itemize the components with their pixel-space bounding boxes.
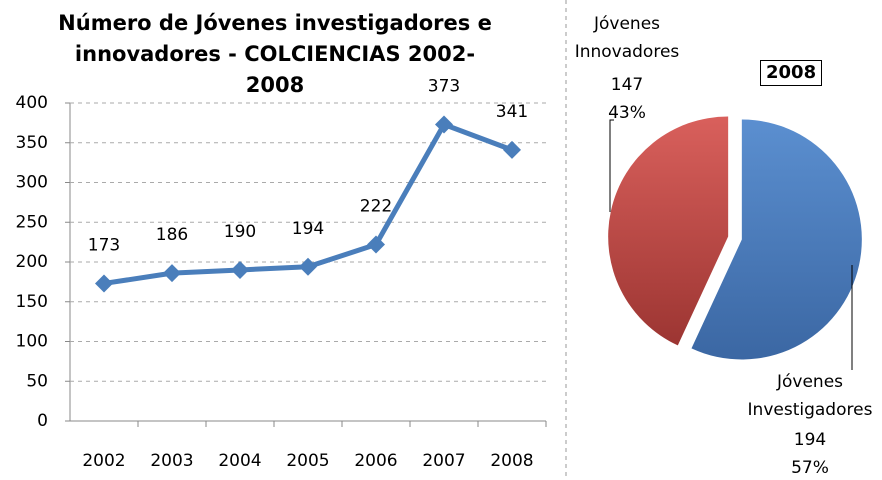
x-tick-label: 2002 <box>82 451 125 471</box>
marker <box>231 260 249 279</box>
marker <box>367 235 385 254</box>
pie-slice <box>608 116 729 346</box>
y-tick-label: 100 <box>16 332 48 352</box>
x-tick-label: 2004 <box>218 451 261 471</box>
slice-value: 194 <box>793 430 827 450</box>
data-label: 373 <box>428 76 460 96</box>
y-tick-label: 150 <box>16 292 48 312</box>
line-title: Número de Jóvenes investigadores e innov… <box>58 11 492 97</box>
marker <box>299 257 317 276</box>
slice-value: 147 <box>610 75 644 95</box>
x-tick-label: 2006 <box>354 451 397 471</box>
marker <box>95 274 113 293</box>
y-tick-label: 250 <box>16 212 48 232</box>
data-label: 222 <box>360 197 392 217</box>
leader-line <box>609 119 614 212</box>
data-label: 194 <box>292 219 324 239</box>
slice-label: Jóvenes Innovadores <box>574 14 680 62</box>
marker <box>163 264 181 283</box>
x-tick-label: 2008 <box>490 451 533 471</box>
y-tick-label: 0 <box>37 411 48 431</box>
x-tick-label: 2003 <box>150 451 193 471</box>
data-label: 186 <box>156 225 188 245</box>
x-tick-label: 2005 <box>286 451 329 471</box>
slice-percent: 43% <box>608 103 646 123</box>
y-tick-label: 400 <box>16 93 48 113</box>
y-tick-label: 350 <box>16 133 48 153</box>
data-label: 173 <box>88 235 120 255</box>
data-label: 190 <box>224 222 256 242</box>
y-tick-label: 50 <box>26 371 48 391</box>
y-tick-label: 300 <box>16 173 48 193</box>
data-label: 341 <box>496 102 528 122</box>
x-tick-label: 2007 <box>422 451 465 471</box>
slice-label: Jóvenes Investigadores <box>747 372 873 420</box>
pie-title: 2008 <box>760 60 823 86</box>
marker <box>503 140 521 159</box>
y-tick-label: 200 <box>16 252 48 272</box>
marker <box>435 115 453 134</box>
pie-slice <box>691 119 862 360</box>
slice-percent: 57% <box>791 458 829 478</box>
